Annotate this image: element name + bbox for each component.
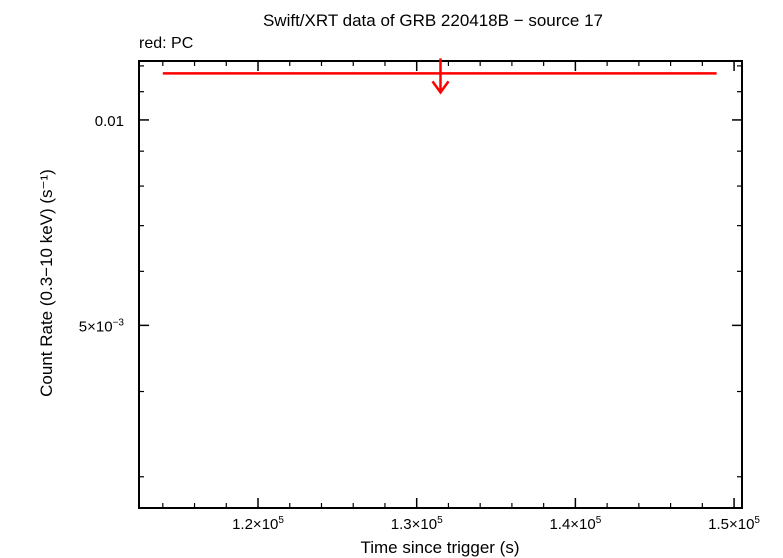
x-tick-label: 1.2×105	[232, 515, 284, 533]
x-tick-label: 1.5×105	[708, 515, 760, 533]
x-tick-label-mantissa: 1.2×10	[232, 516, 278, 533]
y-tick-label: 5×10−3	[79, 317, 125, 335]
y-tick-label: 0.01	[95, 113, 124, 130]
y-tick-label-mantissa: 0.01	[95, 113, 124, 130]
x-tick-label-exponent: 5	[596, 515, 602, 526]
x-tick-label: 1.4×105	[549, 515, 601, 533]
x-tick-label-exponent: 5	[437, 515, 443, 526]
data-layer	[162, 58, 717, 95]
x-tick-label: 1.3×105	[391, 515, 443, 533]
upper-limit-arrow-head	[431, 80, 450, 95]
x-tick-label-mantissa: 1.5×10	[708, 516, 754, 533]
y-tick-label-exponent: −3	[113, 317, 125, 328]
y-axis-label: Count Rate (0.3−10 keV) (s⁻¹)	[37, 169, 56, 397]
x-axis-label: Time since trigger (s)	[360, 538, 519, 557]
x-tick-label-exponent: 5	[754, 515, 760, 526]
x-tick-label-mantissa: 1.3×10	[391, 516, 437, 533]
y-tick-label-mantissa: 5×10	[79, 318, 113, 335]
ticks-layer	[139, 61, 742, 508]
chart-title: Swift/XRT data of GRB 220418B − source 1…	[263, 11, 603, 30]
plot-frame	[138, 60, 743, 509]
x-tick-label-mantissa: 1.4×10	[549, 516, 595, 533]
chart-subtitle: red: PC	[139, 35, 193, 52]
x-tick-label-exponent: 5	[278, 515, 284, 526]
